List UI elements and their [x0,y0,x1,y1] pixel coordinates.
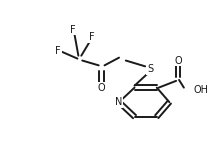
Text: N: N [115,97,123,107]
Text: F: F [89,32,95,42]
Text: O: O [98,83,105,93]
Text: F: F [55,46,61,56]
Text: S: S [147,64,153,74]
Text: F: F [70,25,75,35]
Text: O: O [174,56,182,65]
Text: OH: OH [194,85,209,95]
